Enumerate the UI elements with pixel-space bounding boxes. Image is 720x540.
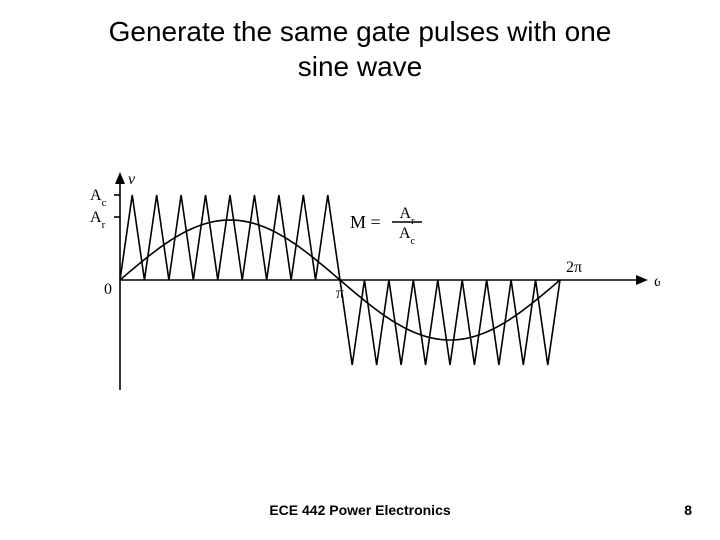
svg-text:ωt: ωt — [654, 273, 660, 290]
svg-text:M =: M = — [350, 212, 381, 232]
svg-text:Ac: Ac — [90, 187, 107, 209]
waveform-diagram: vωt0π2πAcArM =ArAc — [60, 150, 660, 410]
slide-title: Generate the same gate pulses with one s… — [0, 14, 720, 84]
svg-text:Ac: Ac — [399, 225, 416, 247]
svg-text:2π: 2π — [566, 259, 582, 276]
svg-text:Ar: Ar — [90, 209, 106, 231]
svg-text:0: 0 — [104, 281, 112, 298]
svg-text:v: v — [128, 171, 136, 188]
title-line-1: Generate the same gate pulses with one — [109, 16, 612, 47]
footer-text: ECE 442 Power Electronics — [0, 502, 720, 518]
page-number: 8 — [684, 502, 692, 518]
svg-text:π: π — [336, 285, 344, 302]
slide: Generate the same gate pulses with one s… — [0, 0, 720, 540]
title-line-2: sine wave — [298, 51, 423, 82]
svg-text:Ar: Ar — [400, 205, 416, 227]
